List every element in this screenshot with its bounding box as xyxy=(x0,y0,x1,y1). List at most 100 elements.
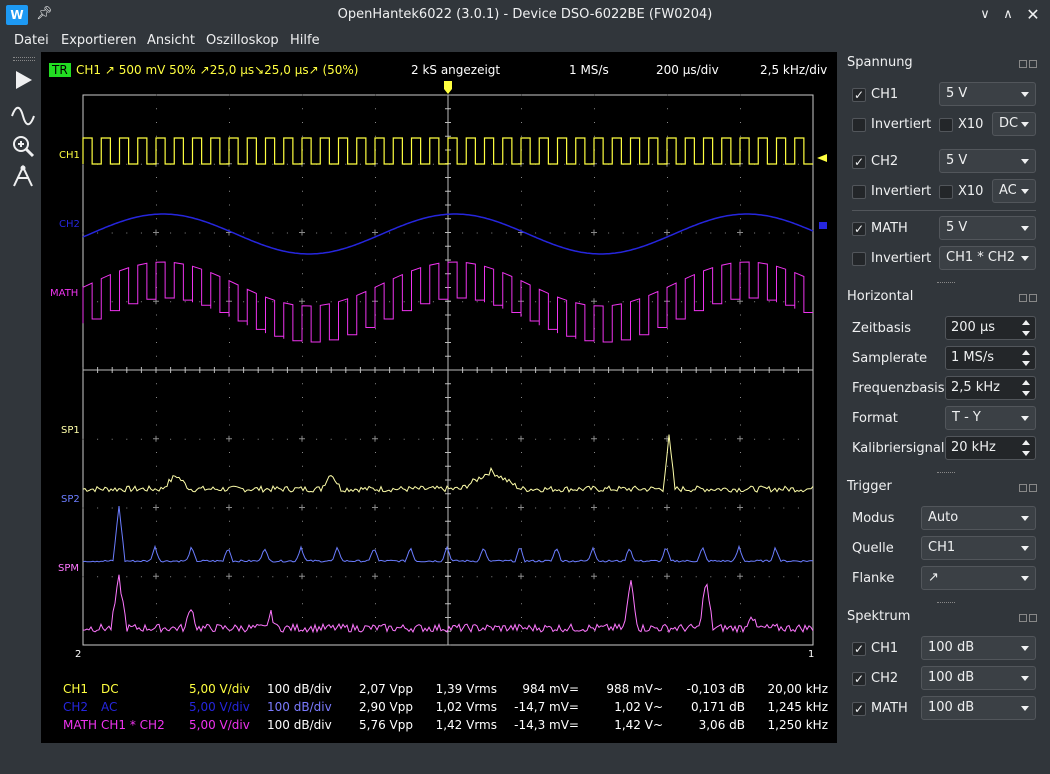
ch2-voltage-select[interactable]: 5 V xyxy=(939,149,1036,173)
menu-oszilloskop[interactable]: Oszilloskop xyxy=(206,33,279,48)
meas-math-col8: 3,06 dB xyxy=(698,718,745,732)
spin-down-icon[interactable] xyxy=(1022,361,1030,366)
menu-datei[interactable]: Datei xyxy=(14,33,49,48)
sp-math-checkbox[interactable]: ✓ xyxy=(852,702,866,716)
menu-ansicht[interactable]: Ansicht xyxy=(147,33,196,48)
marker-right[interactable]: 1 xyxy=(808,649,815,660)
close-icon[interactable]: ✕ xyxy=(1026,5,1040,24)
calib-value: 20 kHz xyxy=(951,440,996,455)
spin-up-icon[interactable] xyxy=(1022,440,1030,445)
math-enable-checkbox[interactable]: ✓ xyxy=(852,222,866,236)
modus-label: Modus xyxy=(852,511,895,526)
meas-ch2-col3: 100 dB/div xyxy=(267,700,332,714)
ch2-x10-checkbox[interactable] xyxy=(939,185,953,199)
meas-ch1-col3: 100 dB/div xyxy=(267,682,332,696)
zoom-icon[interactable] xyxy=(9,132,37,160)
menu-bar: Datei Exportieren Ansicht Oszilloskop Hi… xyxy=(0,30,1050,52)
freqbase-spinbox[interactable]: 2,5 kHz xyxy=(945,376,1036,400)
samplerate-spinbox[interactable]: 1 MS/s xyxy=(945,346,1036,370)
spin-up-icon[interactable] xyxy=(1022,380,1030,385)
chevron-down-icon xyxy=(1021,159,1029,164)
math-invert-checkbox[interactable] xyxy=(852,252,866,266)
meas-ch2-col7: 1,02 V~ xyxy=(614,700,663,714)
meas-ch1-col2: 5,00 V/div xyxy=(189,682,250,696)
float-dock-icon[interactable] xyxy=(1019,57,1039,68)
ch1-x10-checkbox[interactable] xyxy=(939,118,953,132)
float-dock-icon[interactable] xyxy=(1019,481,1039,492)
ch1-voltage-select[interactable]: 5 V xyxy=(939,82,1036,106)
ch2-coupling-select[interactable]: AC xyxy=(992,179,1036,203)
chevron-down-icon xyxy=(1021,92,1029,97)
float-dock-icon[interactable] xyxy=(1019,291,1039,302)
spin-down-icon[interactable] xyxy=(1022,391,1030,396)
section-spannung-title: Spannung xyxy=(847,55,913,70)
spin-down-icon[interactable] xyxy=(1022,331,1030,336)
ch2-enable-checkbox[interactable]: ✓ xyxy=(852,155,866,169)
trigger-badge: TR xyxy=(49,63,71,77)
meas-math-col5: 1,42 Vrms xyxy=(435,718,497,732)
spin-down-icon[interactable] xyxy=(1022,451,1030,456)
ch2-x10-label: X10 xyxy=(958,184,984,199)
waveform-icon[interactable] xyxy=(9,102,37,130)
ch1-invert-checkbox[interactable] xyxy=(852,118,866,132)
sp-ch1-select[interactable]: 100 dB xyxy=(921,636,1036,660)
sp-ch2-select[interactable]: 100 dB xyxy=(921,666,1036,690)
ch2-label: CH2 xyxy=(59,219,80,230)
spm-label: SPM xyxy=(58,563,80,574)
math-voltage-select[interactable]: 5 V xyxy=(939,216,1036,240)
run-icon[interactable] xyxy=(9,66,37,94)
spin-up-icon[interactable] xyxy=(1022,350,1030,355)
modus-value: Auto xyxy=(928,510,959,525)
format-label: Format xyxy=(852,411,898,426)
spin-up-icon[interactable] xyxy=(1022,320,1030,325)
sp-ch2-checkbox[interactable]: ✓ xyxy=(852,672,866,686)
math-mode-select[interactable]: CH1 * CH2 xyxy=(939,246,1036,270)
sp2-trace xyxy=(82,506,814,563)
minimize-icon[interactable]: ∨ xyxy=(980,7,990,22)
ch2-invert-checkbox[interactable] xyxy=(852,185,866,199)
samplerate-label: Samplerate xyxy=(852,351,928,366)
math-voltage-value: 5 V xyxy=(946,220,968,235)
meas-ch2-col6: -14,7 mV= xyxy=(514,700,579,714)
splitter-handle[interactable] xyxy=(937,282,955,285)
chevron-down-icon xyxy=(1021,646,1029,651)
ch1-coupling-value: DC xyxy=(999,116,1019,131)
ch2-trace xyxy=(82,213,814,255)
maximize-icon[interactable]: ∧ xyxy=(1003,7,1013,22)
sp-ch1-label: CH1 xyxy=(871,641,899,656)
meas-math-col1: CH1 * CH2 xyxy=(101,718,165,732)
math-trace xyxy=(82,261,813,343)
scope-display[interactable]: TR CH1 ↗ 500 mV 50% ↗25,0 µs↘25,0 µs↗ (5… xyxy=(41,52,837,743)
status-bar xyxy=(0,744,1050,774)
ch2-voltage-label: CH2 xyxy=(871,154,899,169)
format-select[interactable]: T - Y xyxy=(945,406,1036,430)
meas-math-col3: 100 dB/div xyxy=(267,718,332,732)
marker-left[interactable]: 2 xyxy=(75,649,82,660)
toolbar-grip[interactable] xyxy=(13,57,35,61)
float-dock-icon[interactable] xyxy=(1019,611,1039,622)
zeitbasis-spinbox[interactable]: 200 µs xyxy=(945,316,1036,340)
sp-ch2-value: 100 dB xyxy=(928,670,975,685)
meas-ch1-col4: 2,07 Vpp xyxy=(359,682,413,696)
math-label: MATH xyxy=(50,288,79,299)
menu-hilfe[interactable]: Hilfe xyxy=(290,33,320,48)
splitter-handle[interactable] xyxy=(937,602,955,605)
splitter-handle[interactable] xyxy=(937,472,955,475)
pin-icon[interactable]: 📌︎ xyxy=(36,6,53,21)
sp-ch1-checkbox[interactable]: ✓ xyxy=(852,642,866,656)
scope-canvas[interactable] xyxy=(41,52,837,743)
measure-icon[interactable] xyxy=(9,162,37,190)
menu-exportieren[interactable]: Exportieren xyxy=(61,33,137,48)
ch1-coupling-select[interactable]: DC xyxy=(992,112,1036,136)
zeitbasis-label: Zeitbasis xyxy=(852,321,911,336)
sp-math-select[interactable]: 100 dB xyxy=(921,696,1036,720)
quelle-select[interactable]: CH1 xyxy=(921,536,1036,560)
flanke-select[interactable]: ↗ xyxy=(921,566,1036,590)
modus-select[interactable]: Auto xyxy=(921,506,1036,530)
timebase-info: 200 µs/div xyxy=(656,63,719,77)
sp2-label: SP2 xyxy=(61,494,80,505)
calib-spinbox[interactable]: 20 kHz xyxy=(945,436,1036,460)
meas-ch2-col5: 1,02 Vrms xyxy=(435,700,497,714)
meas-math-col0: MATH xyxy=(63,718,97,732)
ch1-enable-checkbox[interactable]: ✓ xyxy=(852,88,866,102)
